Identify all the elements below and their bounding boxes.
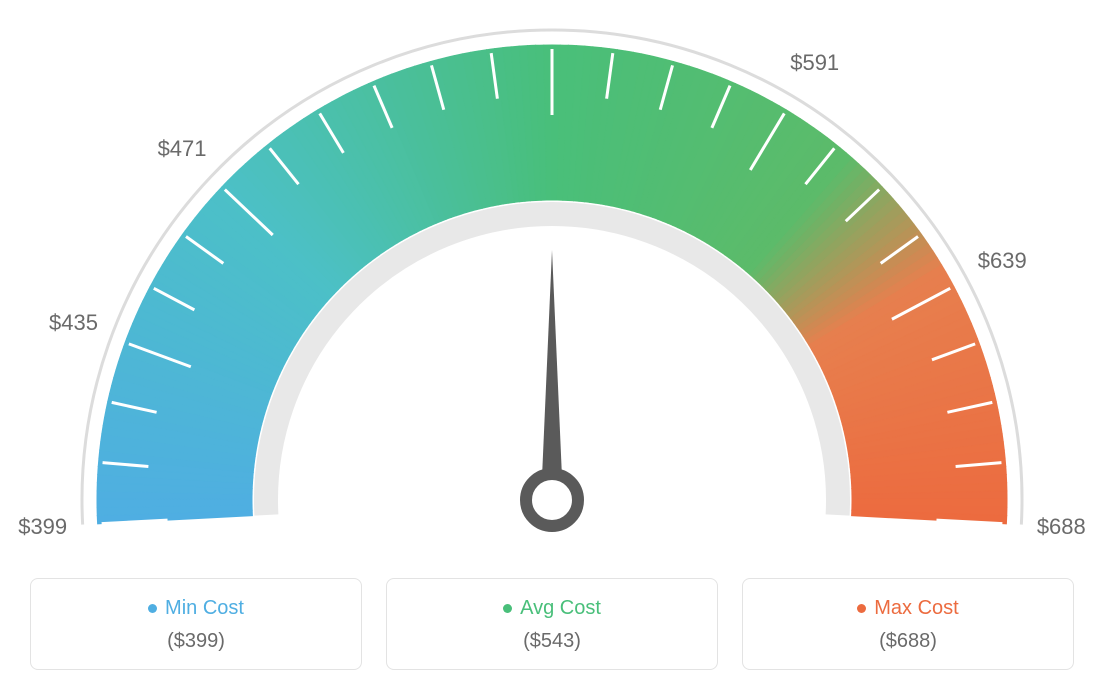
legend-label-max: Max Cost bbox=[874, 597, 958, 620]
legend-card-max: Max Cost ($688) bbox=[742, 578, 1074, 670]
legend-value-max: ($688) bbox=[753, 630, 1063, 653]
gauge-tick-label: $591 bbox=[790, 50, 839, 76]
gauge-svg bbox=[0, 0, 1104, 560]
gauge-tick-label: $471 bbox=[158, 136, 207, 162]
legend-value-avg: ($543) bbox=[397, 630, 707, 653]
legend-title-avg: Avg Cost bbox=[503, 597, 601, 620]
gauge-chart-container: $399 $435 $471 $543 $591 $639 $688 Min Cost ($… bbox=[0, 0, 1104, 690]
legend-row: Min Cost ($399) Avg Cost ($543) Max Cost… bbox=[30, 578, 1074, 670]
legend-title-min: Min Cost bbox=[148, 597, 244, 620]
legend-label-min: Min Cost bbox=[165, 597, 244, 620]
legend-card-avg: Avg Cost ($543) bbox=[386, 578, 718, 670]
gauge-tick-label: $543 bbox=[528, 0, 577, 3]
gauge-tick-label: $639 bbox=[978, 248, 1027, 274]
legend-value-min: ($399) bbox=[41, 630, 351, 653]
legend-dot-avg bbox=[503, 604, 512, 613]
legend-title-max: Max Cost bbox=[857, 597, 958, 620]
gauge-area: $399 $435 $471 $543 $591 $639 $688 bbox=[0, 0, 1104, 560]
legend-dot-max bbox=[857, 604, 866, 613]
gauge-tick-label: $399 bbox=[18, 514, 67, 540]
legend-label-avg: Avg Cost bbox=[520, 597, 601, 620]
gauge-tick-label: $435 bbox=[49, 310, 98, 336]
legend-dot-min bbox=[148, 604, 157, 613]
legend-card-min: Min Cost ($399) bbox=[30, 578, 362, 670]
gauge-tick-label: $688 bbox=[1037, 514, 1086, 540]
